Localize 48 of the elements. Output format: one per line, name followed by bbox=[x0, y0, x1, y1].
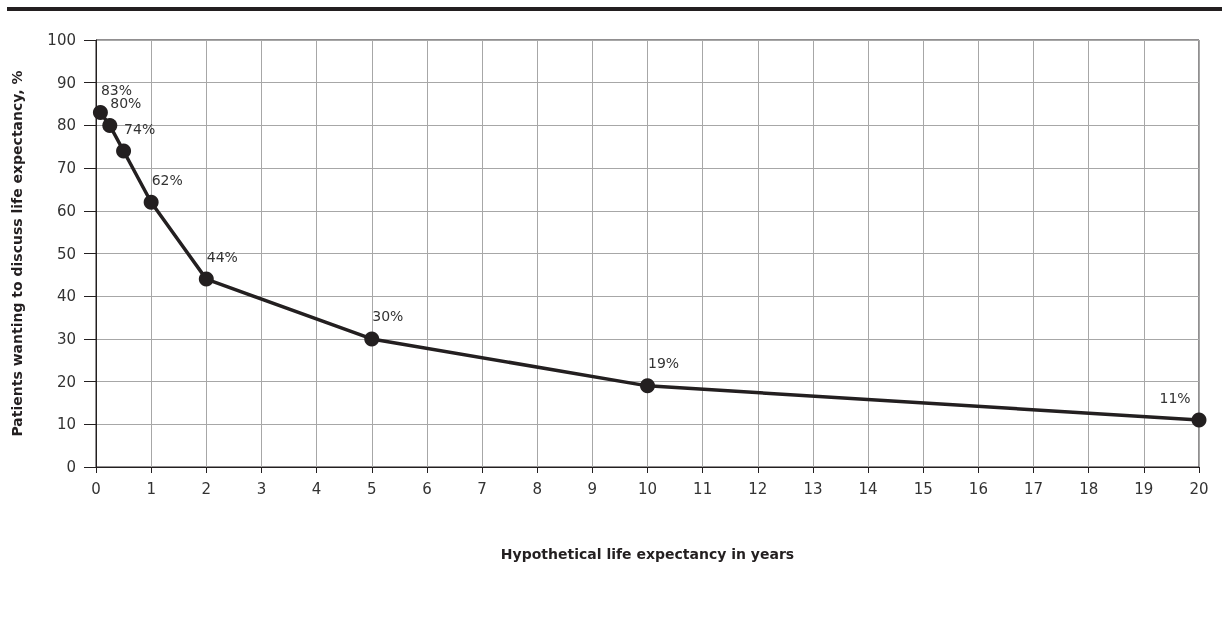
point bbox=[92, 105, 108, 121]
x-tick-label: 10 bbox=[637, 479, 658, 498]
y-tick-label: 0 bbox=[66, 458, 76, 476]
y-tick-label: 30 bbox=[56, 329, 76, 348]
x-tick-label: 16 bbox=[968, 479, 988, 498]
point bbox=[116, 143, 132, 159]
x-tick-label: 9 bbox=[587, 479, 598, 498]
y-tick-label: 90 bbox=[56, 73, 76, 92]
x-axis-title: Hypothetical life expectancy in years bbox=[500, 546, 795, 562]
point bbox=[143, 194, 159, 210]
point bbox=[640, 378, 655, 394]
x-tick-label: 14 bbox=[858, 479, 878, 498]
data-label: 30% bbox=[372, 308, 404, 325]
point bbox=[198, 271, 214, 287]
y-tick-label: 40 bbox=[56, 287, 76, 306]
point bbox=[1191, 412, 1207, 428]
point bbox=[102, 117, 118, 133]
x-tick-label: 7 bbox=[477, 479, 487, 498]
data-label: 44% bbox=[206, 248, 238, 265]
point bbox=[364, 331, 380, 347]
y-tick-label: 70 bbox=[56, 159, 76, 178]
x-tick-label: 11 bbox=[693, 479, 713, 498]
x-tick-label: 3 bbox=[256, 479, 267, 498]
x-tick-label: 5 bbox=[366, 479, 377, 498]
data-label: 62% bbox=[151, 171, 183, 188]
data-label: 74% bbox=[124, 120, 156, 137]
x-tick-label: 2 bbox=[201, 479, 212, 498]
x-tick-label: 8 bbox=[532, 479, 542, 498]
x-tick-label: 20 bbox=[1189, 479, 1209, 498]
y-tick-label: 10 bbox=[56, 415, 76, 434]
y-axis-title: Patients wanting to discuss life expectancy, % bbox=[9, 70, 25, 437]
y-tick-label: 20 bbox=[56, 372, 76, 391]
x-tick-label: 12 bbox=[748, 479, 768, 498]
y-tick-label: 50 bbox=[56, 244, 76, 263]
y-tick-label: 80 bbox=[56, 116, 76, 135]
x-tick-label: 15 bbox=[913, 479, 933, 498]
x-tick-label: 0 bbox=[91, 479, 101, 498]
x-tick-label: 6 bbox=[422, 479, 432, 498]
x-tick-label: 17 bbox=[1024, 479, 1044, 498]
y-tick-label: 100 bbox=[47, 31, 76, 49]
y-tick-label: 60 bbox=[56, 201, 76, 220]
x-tick-label: 18 bbox=[1079, 479, 1099, 498]
x-tick-label: 19 bbox=[1134, 479, 1154, 498]
x-tick-label: 13 bbox=[803, 479, 823, 498]
x-tick-label: 4 bbox=[311, 479, 322, 498]
x-tick-label: 1 bbox=[146, 479, 156, 498]
data-label: 11% bbox=[1159, 389, 1191, 406]
data-label: 19% bbox=[648, 355, 680, 372]
